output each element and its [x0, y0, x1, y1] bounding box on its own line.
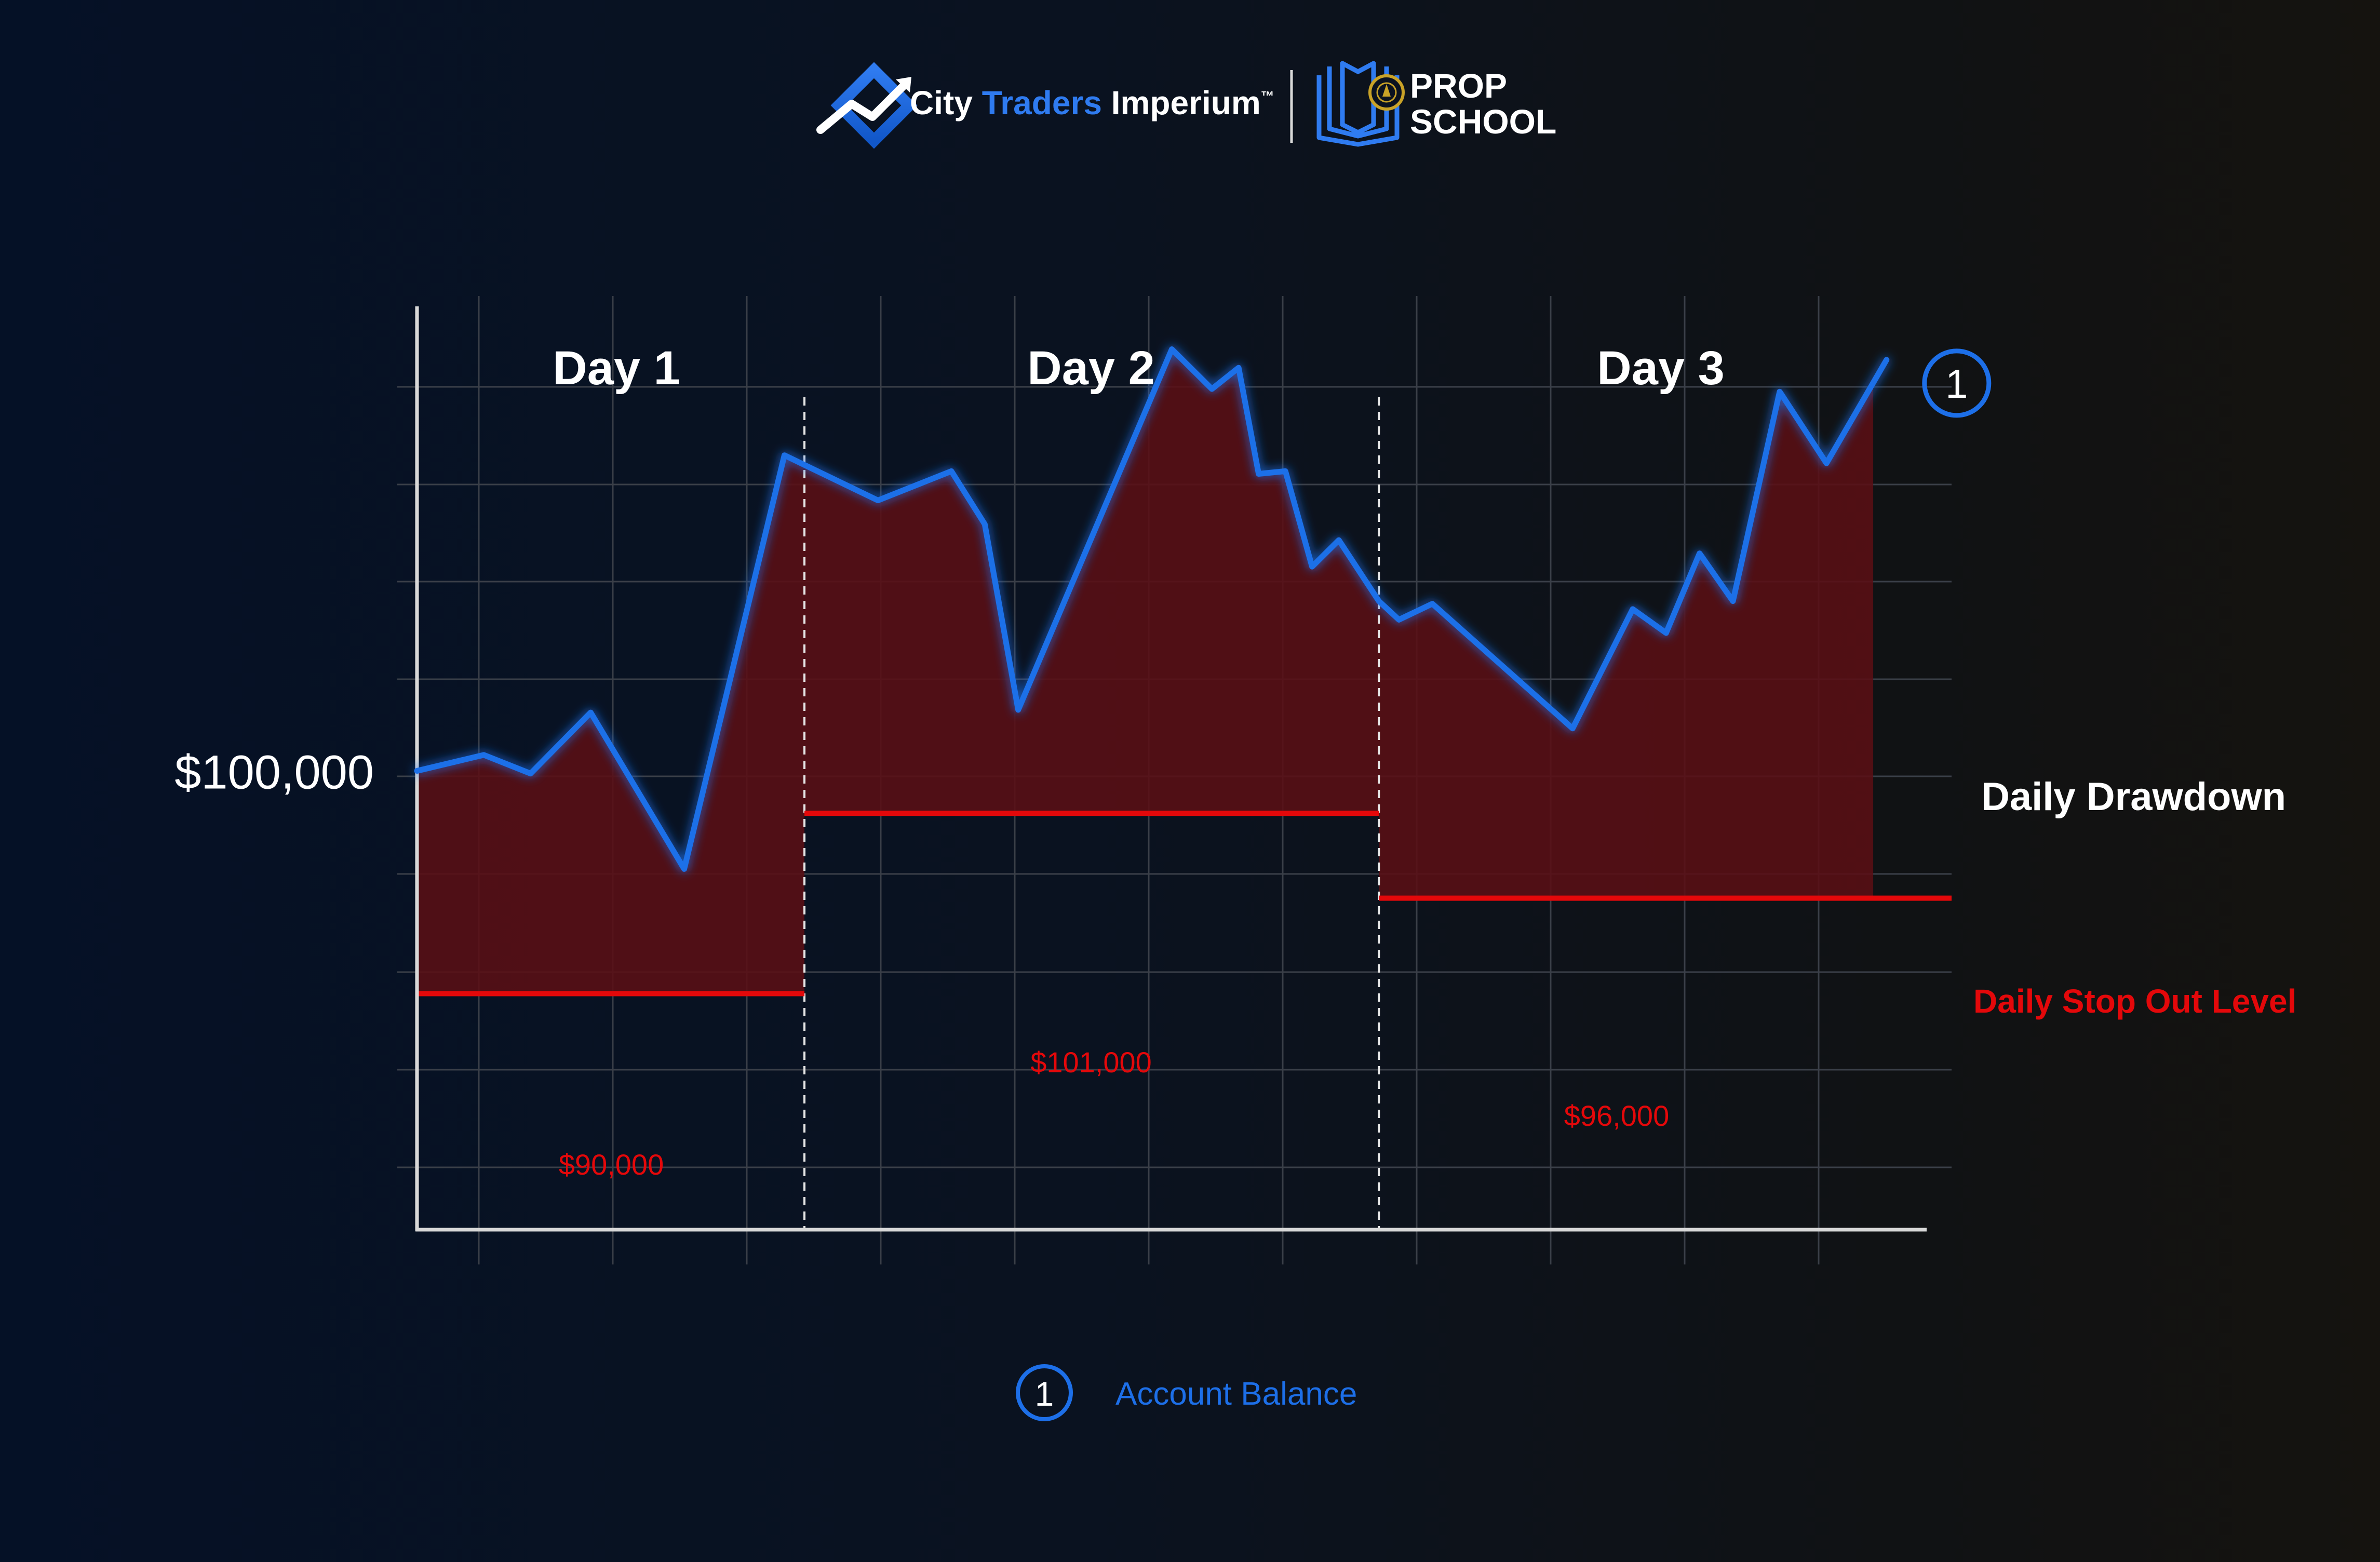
partner-name-line2: SCHOOL [1410, 102, 1556, 141]
trademark-symbol: ™ [1261, 88, 1274, 104]
brand-name-highlight: Traders [982, 84, 1102, 122]
legend-marker-circle [1016, 1364, 1073, 1421]
day-label-2: Day 2 [1027, 342, 1155, 395]
brand-name-suffix: Imperium [1102, 84, 1261, 122]
partner-name-line1: PROP [1410, 66, 1507, 105]
balance-marker-circle [1922, 348, 1992, 418]
daily-stop-out-label: Daily Stop Out Level [1973, 982, 2296, 1020]
balance-marker-number: 1 [1945, 361, 1968, 407]
balance-line-group [414, 346, 1890, 872]
chart-labels: Day 1 Day 2 Day 3 $100,000 $90,000 $101,000 $9… [174, 342, 2296, 1181]
legend-marker-number: 1 [1035, 1375, 1054, 1413]
stop-out-levels [417, 811, 1952, 997]
day-label-3: Day 3 [1597, 342, 1725, 395]
day-dividers [803, 397, 1380, 1230]
chart-legend: 1 Account Balance [1016, 1364, 1357, 1421]
drawdown-fill-3 [1379, 383, 1874, 898]
stop-level-value-day-1: $90,000 [559, 1148, 664, 1181]
y-tick-label: $100,000 [174, 746, 374, 799]
brand-name-prefix: City [910, 84, 982, 122]
account-balance-line [414, 346, 1890, 872]
legend-label: Account Balance [1115, 1376, 1357, 1412]
drawdown-fill-2 [804, 349, 1379, 814]
daily-drawdown-label: Daily Drawdown [1981, 775, 2286, 819]
day-label-1: Day 1 [553, 342, 680, 395]
stop-level-value-day-3: $96,000 [1564, 1099, 1669, 1132]
stop-level-value-day-2: $101,000 [1030, 1046, 1152, 1079]
drawdown-fill-1 [417, 455, 804, 994]
brand-name: City Traders Imperium™ [910, 84, 1274, 122]
drawdown-fill-area [417, 349, 1874, 994]
city-traders-imperium-logo-icon [816, 62, 918, 149]
compass-icon [1368, 74, 1405, 111]
